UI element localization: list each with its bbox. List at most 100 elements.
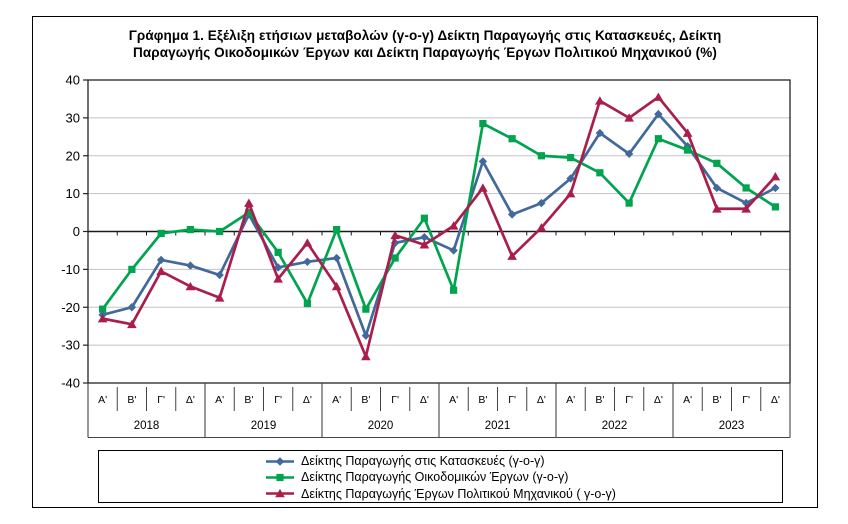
triangle-marker [244, 198, 254, 207]
year-label: 2020 [368, 420, 394, 432]
quarter-label: Β' [478, 394, 487, 406]
y-axis-tick-label: -40 [61, 376, 80, 391]
y-axis-tick-label: -10 [61, 262, 80, 277]
quarter-label: Δ' [303, 394, 312, 406]
quarter-label: Α' [449, 394, 458, 406]
triangle-marker [185, 281, 196, 291]
square-marker [771, 203, 779, 211]
chart-legend: Δείκτης Παραγωγής στις Κατασκευές (γ-ο-γ… [98, 450, 783, 503]
gridlines [88, 117, 790, 346]
diamond-marker [478, 157, 488, 166]
triangle-marker [595, 96, 605, 105]
diamond-marker [507, 210, 517, 219]
legend-line-diamond-icon [266, 456, 295, 466]
legend-inner: Δείκτης Παραγωγής στις Κατασκευές (γ-ο-γ… [265, 453, 616, 502]
diamond-marker [712, 183, 722, 193]
y-axis-tick-label: 0 [73, 224, 80, 239]
diamond-marker [771, 183, 780, 193]
quarter-label: Β' [595, 394, 604, 406]
diamond-marker [127, 303, 137, 312]
quarter-label: Δ' [537, 394, 546, 406]
quarter-label: Α' [683, 394, 692, 406]
square-marker [362, 305, 370, 313]
quarter-label: Γ' [742, 394, 750, 406]
legend-row-civil-engineering: Δείκτης Παραγωγής Έργων Πολιτικού Μηχανι… [265, 486, 616, 502]
square-marker [303, 299, 311, 308]
triangle-marker [361, 351, 371, 361]
diamond-marker [566, 174, 575, 183]
diamond-marker [303, 257, 312, 266]
quarter-label: Δ' [186, 394, 195, 406]
quarter-label: Γ' [391, 394, 399, 406]
diamond-marker [156, 255, 166, 265]
y-axis-tick-label: 20 [66, 148, 80, 163]
triangle-marker [302, 238, 313, 247]
triangle-marker [624, 113, 634, 122]
square-marker [713, 159, 721, 167]
quarter-label: Α' [98, 394, 107, 406]
quarter-label: Γ' [508, 394, 516, 406]
triangle-marker [419, 240, 430, 249]
year-label: 2019 [251, 420, 277, 432]
y-axis-tick-label: 10 [66, 186, 80, 201]
diamond-marker [332, 253, 341, 263]
square-marker [420, 214, 428, 222]
diamond-marker [186, 261, 195, 270]
quarter-label: Β' [127, 394, 136, 406]
quarter-label: Β' [361, 394, 370, 406]
diamond-marker [654, 109, 663, 119]
series-0 [98, 109, 780, 340]
square-marker [128, 265, 136, 273]
square-marker [333, 226, 341, 234]
triangle-marker [682, 128, 693, 137]
diamond-marker [273, 263, 283, 272]
quarter-label: Β' [244, 394, 253, 406]
triangle-marker [741, 204, 751, 213]
series-line-1 [101, 122, 777, 311]
diamond-marker [624, 149, 634, 159]
square-marker [157, 229, 165, 237]
square-marker [654, 135, 662, 143]
y-axis-tick-label: 30 [66, 110, 80, 125]
triangle-marker [97, 314, 108, 323]
square-marker [450, 286, 458, 294]
triangle-marker [156, 266, 166, 276]
square-marker [537, 152, 545, 160]
triangle-marker [565, 189, 576, 198]
quarter-label: Α' [215, 394, 224, 406]
diamond-marker [420, 232, 429, 242]
quarter-label: Α' [566, 394, 575, 406]
square-marker [596, 169, 604, 177]
legend-row-constructions: Δείκτης Παραγωγής στις Κατασκευές (γ-ο-γ… [265, 453, 616, 469]
quarter-label: Β' [712, 394, 721, 406]
y-axis-tick-label: -30 [61, 338, 80, 353]
triangle-marker [712, 204, 722, 213]
quarter-label: Δ' [654, 394, 663, 406]
square-marker [216, 227, 224, 236]
diamond-marker [215, 270, 224, 280]
legend-label-constructions: Δείκτης Παραγωγής στις Κατασκευές (γ-ο-γ… [301, 454, 545, 469]
triangle-marker [127, 319, 137, 329]
triangle-marker [507, 251, 517, 260]
square-marker [508, 135, 516, 143]
square-marker [274, 248, 282, 256]
x-axis-area: Α' Β' Γ' Δ' Α' Β' Γ' Δ' Α' Β' Γ' Δ' Α' Β' Γ' Δ' Α' Β' Γ' Δ'… [87, 383, 791, 439]
square-marker [479, 119, 487, 128]
quarter-label: Δ' [420, 394, 429, 406]
year-label: 2021 [485, 420, 511, 432]
legend-line-triangle-icon [266, 489, 295, 498]
square-marker [742, 184, 750, 192]
square-marker [567, 154, 575, 162]
y-axis-tick-label: -20 [61, 300, 80, 315]
series-line-0 [102, 112, 776, 338]
legend-label-building-works: Δείκτης Παραγωγής Οικοδομικών Έργων (γ-ο… [301, 470, 569, 485]
diamond-marker [595, 128, 605, 138]
square-marker [625, 199, 633, 207]
diamond-marker [361, 331, 371, 340]
triangle-marker [770, 171, 781, 181]
quarter-label: Γ' [157, 394, 165, 406]
quarter-label: Δ' [771, 394, 780, 406]
year-label: 2018 [134, 420, 160, 432]
triangle-marker [448, 221, 459, 230]
y-axis-tick-label: 40 [66, 73, 80, 88]
